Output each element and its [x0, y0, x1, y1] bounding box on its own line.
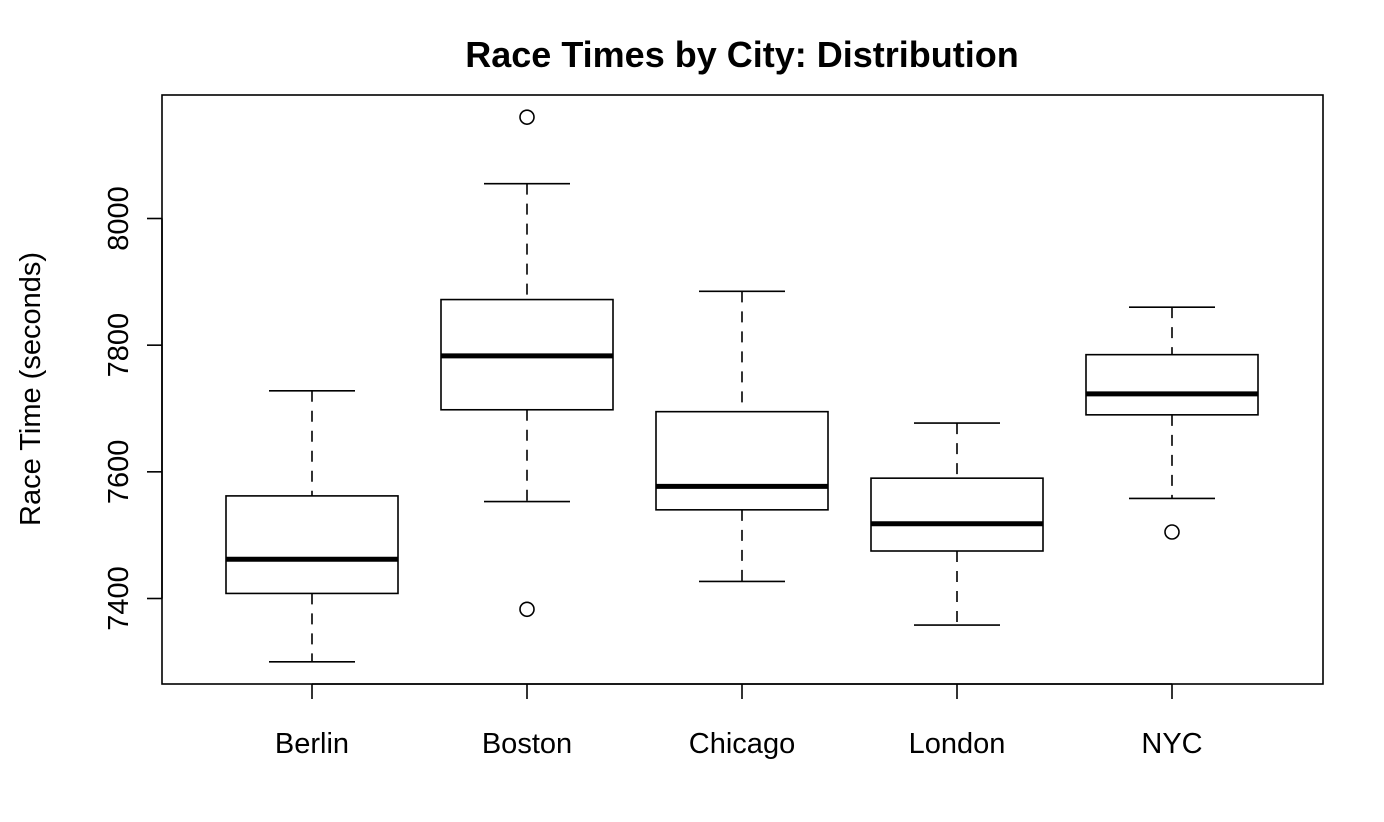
box-nyc — [1085, 306, 1259, 540]
x-tick-label: London — [909, 728, 1006, 760]
box-berlin — [225, 389, 399, 663]
x-axis: Berlin Boston Chicago London NYC — [275, 683, 1203, 760]
box-london — [870, 422, 1044, 626]
x-tick-label: Berlin — [275, 728, 349, 760]
outlier-point — [519, 601, 535, 618]
y-axis: 7400 7600 7800 8000 — [103, 186, 163, 631]
x-tick-label: Boston — [482, 728, 572, 760]
iqr-box — [870, 477, 1044, 552]
y-tick-label: 8000 — [103, 186, 135, 251]
iqr-box — [655, 410, 829, 511]
iqr-box — [225, 495, 399, 595]
x-tick-label: Chicago — [689, 728, 795, 760]
iqr-box — [1085, 353, 1259, 416]
y-tick-label: 7800 — [103, 313, 135, 378]
box-boston — [440, 109, 614, 618]
boxes-group — [225, 109, 1259, 663]
chart-title: Race Times by City: Distribution — [465, 34, 1018, 75]
outlier-point — [1164, 524, 1180, 540]
y-tick-label: 7400 — [103, 566, 135, 631]
box-chicago — [655, 290, 829, 583]
y-tick-label: 7600 — [103, 440, 135, 505]
x-tick-label: NYC — [1141, 728, 1202, 760]
y-axis-title: Race Time (seconds) — [15, 252, 47, 526]
outlier-point — [519, 109, 535, 125]
